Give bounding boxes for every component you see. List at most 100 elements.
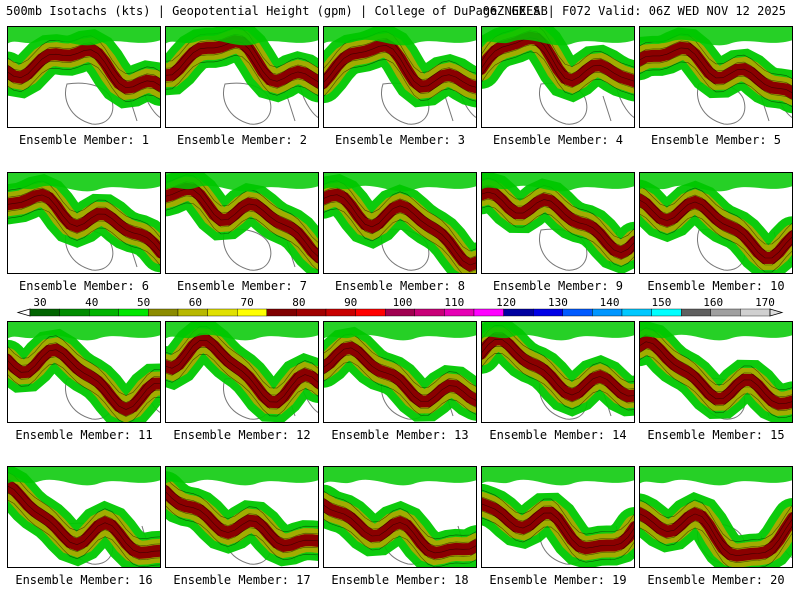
height-contour [7, 363, 161, 423]
height-contour [165, 54, 319, 97]
jet-stream-map [481, 321, 635, 423]
height-contour [7, 356, 161, 417]
height-contour [481, 510, 635, 556]
height-contour [7, 492, 161, 561]
polar-jet-fringe [7, 466, 161, 486]
colorbar-tick-label: 170 [755, 296, 775, 309]
colorbar-swatch [355, 308, 386, 317]
jet-stream-map [165, 321, 319, 423]
ensemble-panel: Ensemble Member: 12 [165, 321, 319, 442]
height-contour [7, 471, 161, 540]
height-contour [7, 499, 161, 568]
colorbar-swatch [503, 308, 534, 317]
height-contour [639, 348, 793, 412]
height-contour [639, 520, 793, 564]
polar-jet-fringe [639, 172, 793, 192]
jet-stream-map [481, 172, 635, 274]
height-contour [165, 483, 319, 540]
height-contour [165, 332, 319, 396]
colorbar-tick-label: 150 [651, 296, 671, 309]
height-contour [165, 504, 319, 561]
panel-frame [165, 321, 319, 423]
colorbar-swatch [533, 308, 564, 317]
panel-frame [7, 321, 161, 423]
member-label: Ensemble Member: 13 [331, 428, 469, 442]
height-contour [323, 201, 477, 273]
height-contour [7, 49, 161, 89]
height-contour [323, 518, 477, 568]
height-contour [639, 206, 793, 266]
height-contour [323, 44, 477, 88]
jet-stream-map [165, 172, 319, 274]
height-contour [323, 208, 463, 274]
member-label: Ensemble Member: 11 [15, 428, 153, 442]
height-contour [165, 195, 319, 265]
height-contour [165, 346, 319, 410]
map-svg [481, 321, 635, 423]
colorbar-swatch [88, 308, 119, 317]
panel-frame [639, 466, 793, 568]
polar-jet-fringe [481, 321, 635, 341]
member-label: Ensemble Member: 15 [647, 428, 785, 442]
colorbar-swatch [118, 308, 149, 317]
polar-jet-fringe [7, 26, 161, 46]
map-svg [639, 321, 793, 423]
polar-jet-fringe [481, 26, 635, 46]
jet-stream-map [165, 26, 319, 128]
height-contour [7, 56, 161, 96]
panel-frame [481, 466, 635, 568]
jet-stream-map [323, 321, 477, 423]
height-contour [323, 347, 477, 402]
ensemble-panel: Ensemble Member: 9 [481, 172, 635, 293]
colorbar-swatch [266, 308, 297, 317]
height-contour [323, 180, 477, 252]
panel-frame [7, 172, 161, 274]
colorbar-left-arrow [16, 308, 31, 317]
height-contour [639, 213, 793, 273]
panel-frame [323, 466, 477, 568]
member-label: Ensemble Member: 5 [650, 133, 782, 147]
height-contour [7, 63, 161, 103]
polar-jet-fringe [323, 321, 477, 341]
map-svg [165, 466, 319, 568]
height-contour [639, 40, 793, 87]
colorbar-swatch [177, 308, 208, 317]
height-contour [481, 191, 635, 253]
colorbar-tick-label: 80 [292, 296, 305, 309]
height-contour [323, 354, 477, 409]
colorbar-swatch [621, 308, 652, 317]
height-contour [165, 497, 319, 554]
ensemble-panel: Ensemble Member: 3 [323, 26, 477, 147]
height-contour [7, 187, 161, 246]
panel-frame [323, 172, 477, 274]
height-contour [165, 188, 319, 258]
panel-frame [639, 26, 793, 128]
panel-frame [7, 466, 161, 568]
height-contour [481, 184, 635, 246]
colorbar-swatch [592, 308, 623, 317]
member-label: Ensemble Member: 2 [176, 133, 308, 147]
panel-frame [481, 26, 635, 128]
map-svg [165, 321, 319, 423]
ensemble-panel: Ensemble Member: 13 [323, 321, 477, 442]
ensemble-panel: Ensemble Member: 6 [7, 172, 161, 293]
map-svg [323, 466, 477, 568]
map-svg [639, 172, 793, 274]
header-valid-time: 06Z GEFS | F072 Valid: 06Z WED NOV 12 20… [482, 4, 786, 18]
member-label: Ensemble Member: 3 [334, 133, 466, 147]
panel-frame [639, 321, 793, 423]
member-label: Ensemble Member: 12 [173, 428, 311, 442]
colorbar-swatch [414, 308, 445, 317]
map-svg [323, 26, 477, 128]
height-contour [639, 341, 793, 405]
ensemble-panel: Ensemble Member: 2 [165, 26, 319, 147]
member-label: Ensemble Member: 10 [647, 279, 785, 293]
height-contour [7, 478, 161, 547]
map-svg [323, 321, 477, 423]
height-contour [323, 361, 477, 416]
colorbar-tick-label: 110 [444, 296, 464, 309]
height-contour [639, 355, 793, 419]
colorbar-swatch [325, 308, 356, 317]
jet-stream-map [165, 466, 319, 568]
member-label: Ensemble Member: 8 [334, 279, 466, 293]
